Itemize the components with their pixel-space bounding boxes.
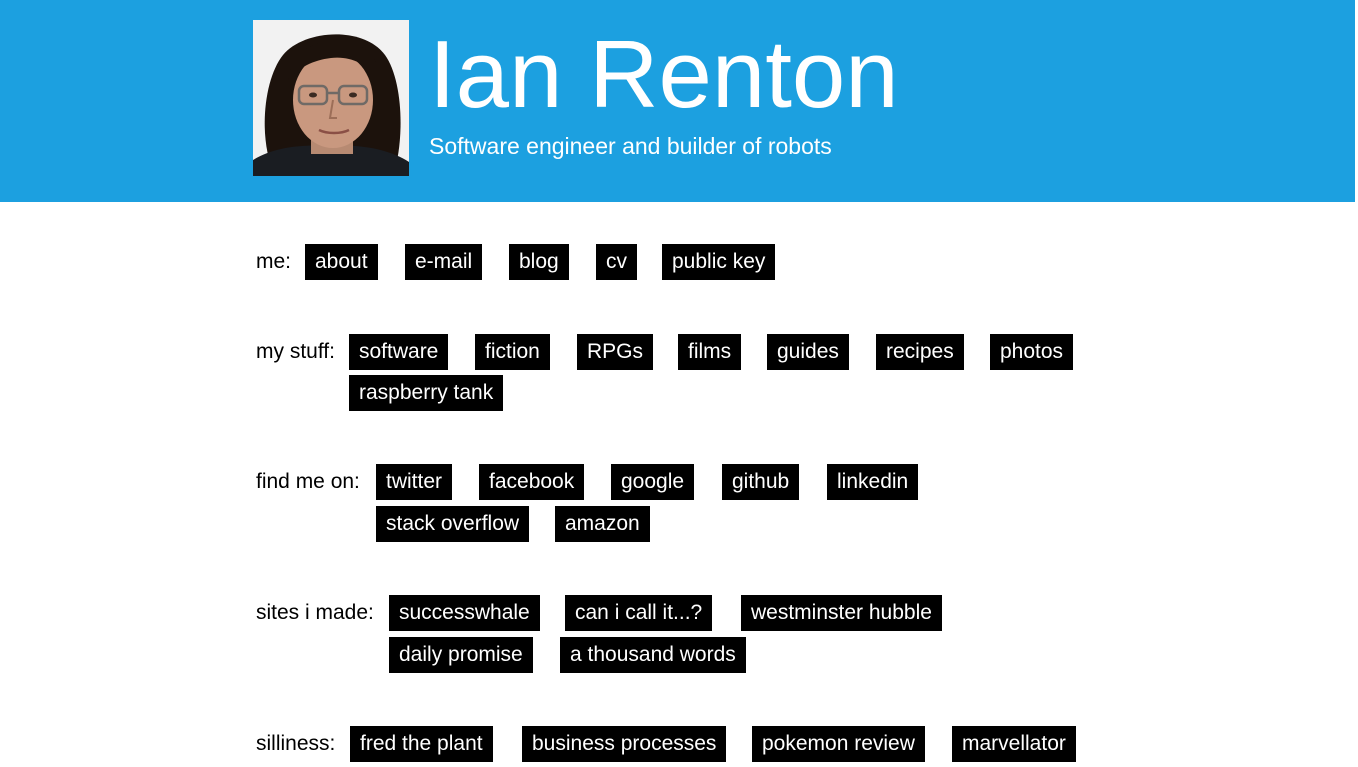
site-title: Ian Renton bbox=[429, 21, 899, 128]
link-fiction[interactable]: fiction bbox=[475, 334, 550, 370]
link-fred-the-plant[interactable]: fred the plant bbox=[350, 726, 493, 762]
site-subtitle: Software engineer and builder of robots bbox=[429, 133, 832, 159]
link-twitter[interactable]: twitter bbox=[376, 464, 453, 500]
link-photos[interactable]: photos bbox=[990, 334, 1074, 370]
link-google[interactable]: google bbox=[611, 464, 695, 500]
link-github[interactable]: github bbox=[722, 464, 800, 500]
link-westminster-hubble[interactable]: westminster hubble bbox=[741, 595, 942, 631]
link-marvellator[interactable]: marvellator bbox=[952, 726, 1076, 762]
link-cv[interactable]: cv bbox=[596, 244, 637, 280]
section-label: silliness: bbox=[256, 732, 336, 755]
link-facebook[interactable]: facebook bbox=[479, 464, 585, 500]
link-pokemon-review[interactable]: pokemon review bbox=[752, 726, 925, 762]
section-label: find me on: bbox=[256, 470, 360, 493]
link-blog[interactable]: blog bbox=[509, 244, 569, 280]
link-rpgs[interactable]: RPGs bbox=[577, 334, 654, 370]
link-daily-promise[interactable]: daily promise bbox=[389, 637, 533, 673]
link-about[interactable]: about bbox=[305, 244, 378, 280]
link-email[interactable]: e-mail bbox=[405, 244, 483, 280]
link-recipes[interactable]: recipes bbox=[876, 334, 964, 370]
section-label: me: bbox=[256, 250, 292, 273]
section-label: my stuff: bbox=[256, 340, 335, 363]
profile-photo bbox=[253, 20, 409, 176]
link-films[interactable]: films bbox=[678, 334, 742, 370]
link-linkedin[interactable]: linkedin bbox=[827, 464, 919, 500]
link-public-key[interactable]: public key bbox=[662, 244, 776, 280]
link-guides[interactable]: guides bbox=[767, 334, 849, 370]
link-business-processes[interactable]: business processes bbox=[522, 726, 727, 762]
portrait-image bbox=[253, 20, 409, 176]
link-successwhale[interactable]: successwhale bbox=[389, 595, 540, 631]
link-stack-overflow[interactable]: stack overflow bbox=[376, 506, 530, 542]
link-amazon[interactable]: amazon bbox=[555, 506, 650, 542]
link-a-thousand-words[interactable]: a thousand words bbox=[560, 637, 746, 673]
site-header: Ian Renton Software engineer and builder… bbox=[0, 0, 1355, 202]
link-raspberry-tank[interactable]: raspberry tank bbox=[349, 375, 504, 411]
link-can-i-call-it[interactable]: can i call it...? bbox=[565, 595, 713, 631]
link-software[interactable]: software bbox=[349, 334, 449, 370]
section-label: sites i made: bbox=[256, 601, 374, 624]
